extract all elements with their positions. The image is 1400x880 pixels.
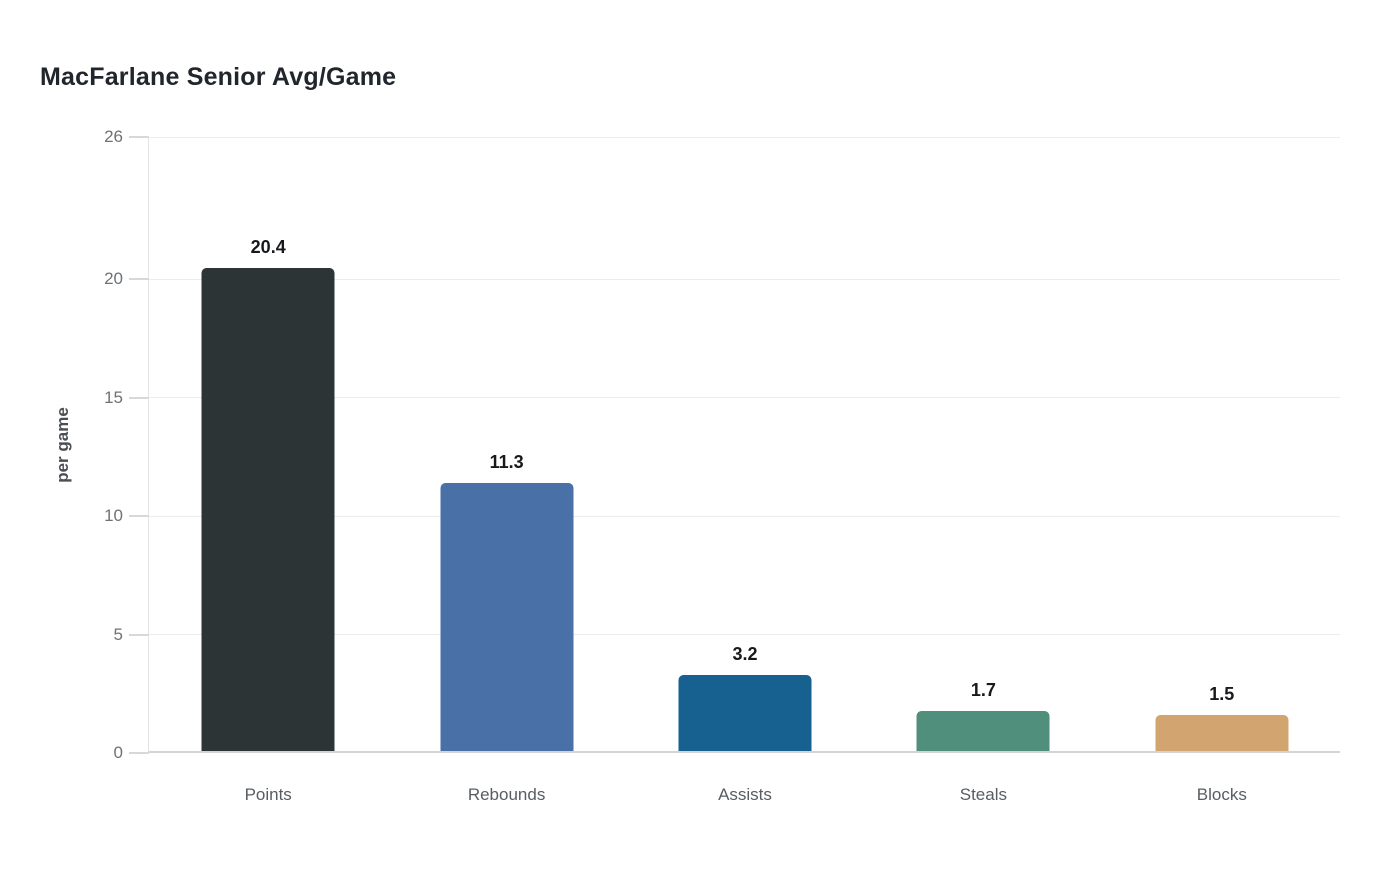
x-tick-label-points: Points	[244, 785, 292, 804]
bar-slot-steals: 1.7	[864, 137, 1102, 751]
bar-steals[interactable]	[916, 710, 1050, 751]
bar-points[interactable]	[201, 267, 335, 751]
y-tick-mark-5	[129, 633, 149, 636]
y-axis-title: per game	[53, 407, 72, 483]
bar-slot-rebounds: 11.3	[387, 137, 625, 751]
bar-slot-blocks: 1.5	[1103, 137, 1341, 751]
x-tick-label-blocks: Blocks	[1196, 785, 1247, 804]
bar-rebounds[interactable]	[440, 483, 574, 751]
y-tick-mark-15	[129, 396, 149, 399]
y-tick-mark-0	[129, 752, 149, 754]
x-tick-label-rebounds: Rebounds	[467, 785, 546, 804]
y-tick-label-5: 5	[113, 624, 123, 644]
bar-blocks[interactable]	[1155, 715, 1289, 751]
value-label-blocks: 1.5	[1209, 684, 1235, 705]
gridline-15	[149, 397, 1340, 399]
y-tick-label-26: 26	[104, 127, 123, 146]
value-label-points: 20.4	[250, 236, 286, 257]
x-tick-label-steals: Steals	[959, 785, 1007, 804]
value-label-rebounds: 11.3	[489, 452, 524, 473]
y-tick-mark-10	[129, 515, 149, 518]
value-label-assists: 3.2	[732, 644, 758, 665]
chart-title: MacFarlane Senior Avg/Game	[40, 63, 397, 91]
gridline-10	[149, 515, 1340, 517]
y-tick-label-20: 20	[104, 269, 123, 289]
x-tick-label-assists: Assists	[718, 785, 772, 804]
gridline-26	[149, 136, 1340, 138]
gridline-5	[149, 634, 1340, 636]
plot-area: 0 5 10 15 20 26 Points 20.4 Rebounds 11.3 Assists 3…	[104, 127, 1341, 804]
gridline-20	[149, 278, 1340, 280]
bar-assists[interactable]	[678, 675, 812, 751]
y-tick-label-0: 0	[113, 743, 123, 762]
y-tick-label-15: 15	[104, 387, 123, 407]
bar-slot-points: 20.4	[149, 137, 387, 751]
y-tick-mark-20	[129, 278, 149, 281]
y-tick-label-10: 10	[104, 506, 123, 526]
bar-slot-assists: 3.2	[626, 137, 864, 751]
y-tick-mark-26	[129, 136, 149, 138]
value-label-steals: 1.7	[970, 679, 996, 700]
